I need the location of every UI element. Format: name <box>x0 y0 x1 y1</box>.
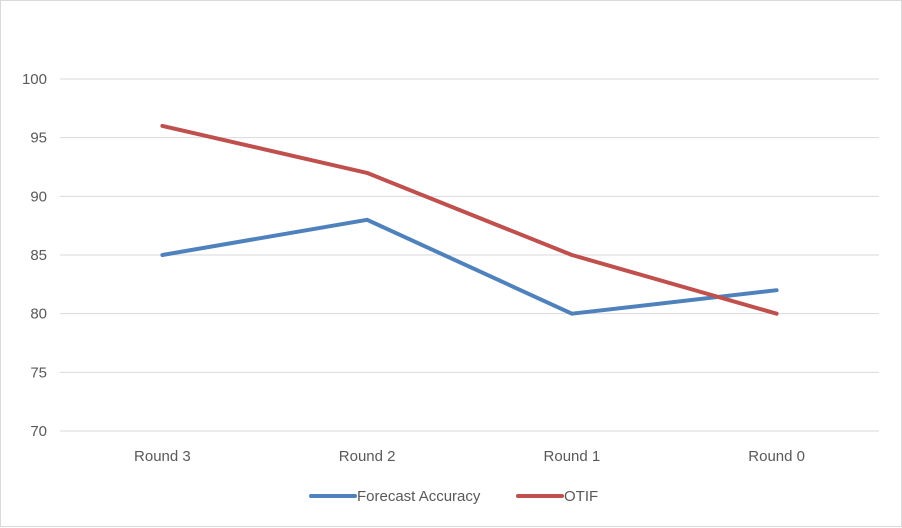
series-line-1 <box>162 126 776 314</box>
y-tick-label: 85 <box>30 247 47 264</box>
y-tick-label: 100 <box>22 71 47 88</box>
y-axis-ticks: 70 75 80 85 90 95 100 <box>22 71 47 440</box>
x-axis-ticks: Round 3 Round 2 Round 1 Round 0 <box>134 448 805 465</box>
x-tick-label: Round 3 <box>134 448 191 465</box>
legend-label: OTIF <box>564 488 598 505</box>
x-tick-label: Round 0 <box>748 448 805 465</box>
legend-label: Forecast Accuracy <box>357 488 481 505</box>
legend: Forecast Accuracy OTIF <box>311 488 598 505</box>
y-tick-label: 90 <box>30 188 47 205</box>
series-line-0 <box>162 220 776 314</box>
x-tick-label: Round 1 <box>544 448 601 465</box>
y-tick-label: 75 <box>30 364 47 381</box>
x-tick-label: Round 2 <box>339 448 396 465</box>
y-tick-label: 95 <box>30 130 47 147</box>
y-tick-label: 70 <box>30 423 47 440</box>
series-lines <box>162 126 776 314</box>
y-tick-label: 80 <box>30 306 47 323</box>
